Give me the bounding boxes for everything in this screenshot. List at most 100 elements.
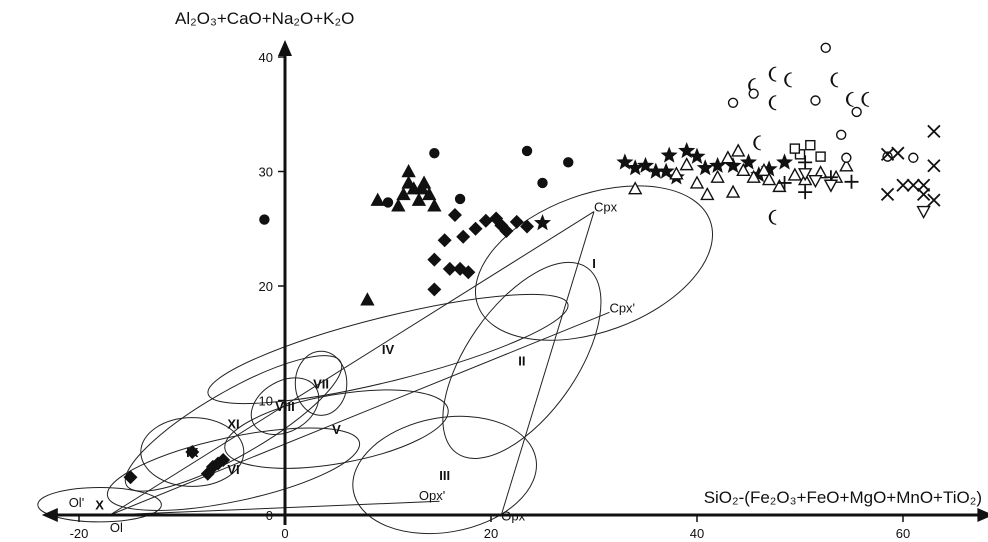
y-tick-label-2: 20 bbox=[259, 279, 273, 294]
data-point-circle-1-3 bbox=[456, 194, 465, 203]
data-point-circle-6-0 bbox=[729, 98, 738, 107]
region-label-XI: XI bbox=[227, 416, 239, 431]
endmember-label-1: Cpx' bbox=[609, 300, 635, 315]
x-tick-label-4: 60 bbox=[896, 526, 910, 541]
region-label-VIII: VIII bbox=[275, 399, 295, 414]
data-point-crescent-5-2 bbox=[785, 73, 792, 87]
tie-line-2 bbox=[110, 312, 610, 515]
y-tick-label-4: 40 bbox=[259, 50, 273, 65]
data-point-crescent-5-3 bbox=[831, 73, 838, 87]
region-label-IX: IX bbox=[186, 445, 199, 460]
y-tick-label-1: 10 bbox=[259, 394, 273, 409]
data-points bbox=[125, 43, 940, 483]
data-point-circle-6-1 bbox=[749, 89, 758, 98]
data-point-triangle-2-9 bbox=[428, 200, 440, 211]
data-point-triangle-4-5 bbox=[712, 171, 724, 182]
x-axis-title: SiO₂-(Fe₂O₃+FeO+MgO+MnO+TiO₂) bbox=[704, 488, 982, 507]
data-point-crescent-5-1 bbox=[769, 67, 776, 81]
data-point-square-7-2 bbox=[816, 152, 825, 161]
y-tick-label-0: 0 bbox=[266, 508, 273, 523]
data-point-star-3-14 bbox=[778, 155, 791, 168]
data-point-diamond-0-8 bbox=[439, 234, 451, 246]
data-point-triangle-4-0 bbox=[629, 183, 641, 194]
data-point-diamond-0-7 bbox=[428, 254, 440, 266]
y-axis-arrow-up bbox=[278, 40, 292, 56]
data-point-triangle-4-18 bbox=[732, 145, 744, 156]
data-point-diamond-0-13 bbox=[457, 231, 469, 243]
axes bbox=[42, 40, 988, 525]
data-point-crescent-5-5 bbox=[862, 92, 869, 106]
data-point-cross-10-2 bbox=[928, 125, 940, 137]
data-point-star-3-5 bbox=[663, 149, 676, 162]
x-axis-arrow-left bbox=[42, 508, 58, 522]
x-tick-label-0: -20 bbox=[70, 526, 89, 541]
y-axis-title: Al₂O₃+CaO+Na₂O+K₂O bbox=[175, 9, 354, 28]
endmember-label-2: Opx bbox=[501, 509, 525, 524]
data-point-triangle-2-2 bbox=[392, 200, 404, 211]
data-point-diamond-0-14 bbox=[470, 223, 482, 235]
endmember-label-4: Ol' bbox=[69, 495, 84, 510]
tie-line-4 bbox=[110, 501, 440, 515]
data-point-triangle-2-0 bbox=[361, 294, 373, 305]
y-tick-label-3: 30 bbox=[259, 165, 273, 180]
data-point-circle-1-5 bbox=[538, 178, 547, 187]
data-point-circle-1-6 bbox=[564, 158, 573, 167]
tie-line-0 bbox=[501, 212, 594, 515]
data-point-crescent-5-7 bbox=[754, 136, 761, 150]
x-axis-arrow-right bbox=[977, 508, 988, 522]
region-label-VII: VII bbox=[313, 376, 329, 391]
data-point-cross-10-4 bbox=[882, 188, 894, 200]
data-point-triangle-4-2 bbox=[681, 159, 693, 170]
data-point-square-7-3 bbox=[790, 144, 799, 153]
x-tick-label-1: 0 bbox=[281, 526, 288, 541]
data-point-circle-6-8 bbox=[909, 153, 918, 162]
data-point-diamond-0-15 bbox=[480, 215, 492, 227]
region-label-V: V bbox=[332, 422, 341, 437]
data-point-triangle-4-7 bbox=[727, 186, 739, 197]
data-point-cross-10-3 bbox=[928, 160, 940, 172]
data-point-triangle-4-4 bbox=[701, 188, 713, 199]
data-point-cross-10-1 bbox=[892, 147, 904, 159]
endmember-label-5: Ol bbox=[110, 520, 123, 535]
data-point-star-3-0 bbox=[536, 216, 549, 229]
data-point-square-7-1 bbox=[806, 141, 815, 150]
region-label-I: I bbox=[592, 256, 596, 271]
region-label-X: X bbox=[95, 498, 104, 513]
data-point-circle-1-4 bbox=[523, 146, 532, 155]
region-label-III: III bbox=[439, 468, 450, 483]
data-point-crescent-5-6 bbox=[769, 96, 776, 110]
data-point-cross-10-5 bbox=[897, 179, 909, 191]
data-point-crescent-5-4 bbox=[847, 92, 854, 106]
region-label-IV: IV bbox=[382, 342, 395, 357]
data-point-circle-6-3 bbox=[821, 43, 830, 52]
data-point-circle-1-1 bbox=[384, 198, 393, 207]
data-point-diamond-0-6 bbox=[428, 283, 440, 295]
labels: IIIIIIIVVVIVIIVIIIIXXXI-20 0 20 40 600102030… bbox=[69, 9, 982, 541]
data-point-triangle-4-3 bbox=[691, 177, 703, 188]
data-point-diamond-0-10 bbox=[449, 209, 461, 221]
data-point-plus-8-3 bbox=[845, 175, 859, 189]
region-label-VI: VI bbox=[227, 462, 239, 477]
data-point-invtriangle-9-0 bbox=[799, 169, 811, 180]
data-point-invtriangle-9-3 bbox=[918, 207, 930, 218]
x-tick-label-3: 40 bbox=[690, 526, 704, 541]
data-point-circle-1-2 bbox=[430, 149, 439, 158]
data-point-triangle-4-12 bbox=[773, 180, 785, 191]
data-point-star-3-8 bbox=[690, 150, 703, 163]
data-point-circle-6-5 bbox=[842, 153, 851, 162]
endmember-label-0: Cpx bbox=[594, 200, 618, 215]
data-point-circle-6-2 bbox=[811, 96, 820, 105]
x-tick-label-2: 20 bbox=[484, 526, 498, 541]
data-point-triangle-4-6 bbox=[722, 152, 734, 163]
data-point-triangle-4-13 bbox=[789, 169, 801, 180]
data-point-crescent-5-8 bbox=[769, 210, 776, 224]
tie-lines bbox=[110, 212, 610, 515]
data-point-plus-8-1 bbox=[798, 185, 812, 199]
data-point-triangle-2-1 bbox=[372, 194, 384, 205]
data-point-circle-1-0 bbox=[260, 215, 269, 224]
region-label-II: II bbox=[518, 353, 525, 368]
data-point-triangle-2-4 bbox=[403, 166, 415, 177]
data-point-circle-6-4 bbox=[837, 130, 846, 139]
